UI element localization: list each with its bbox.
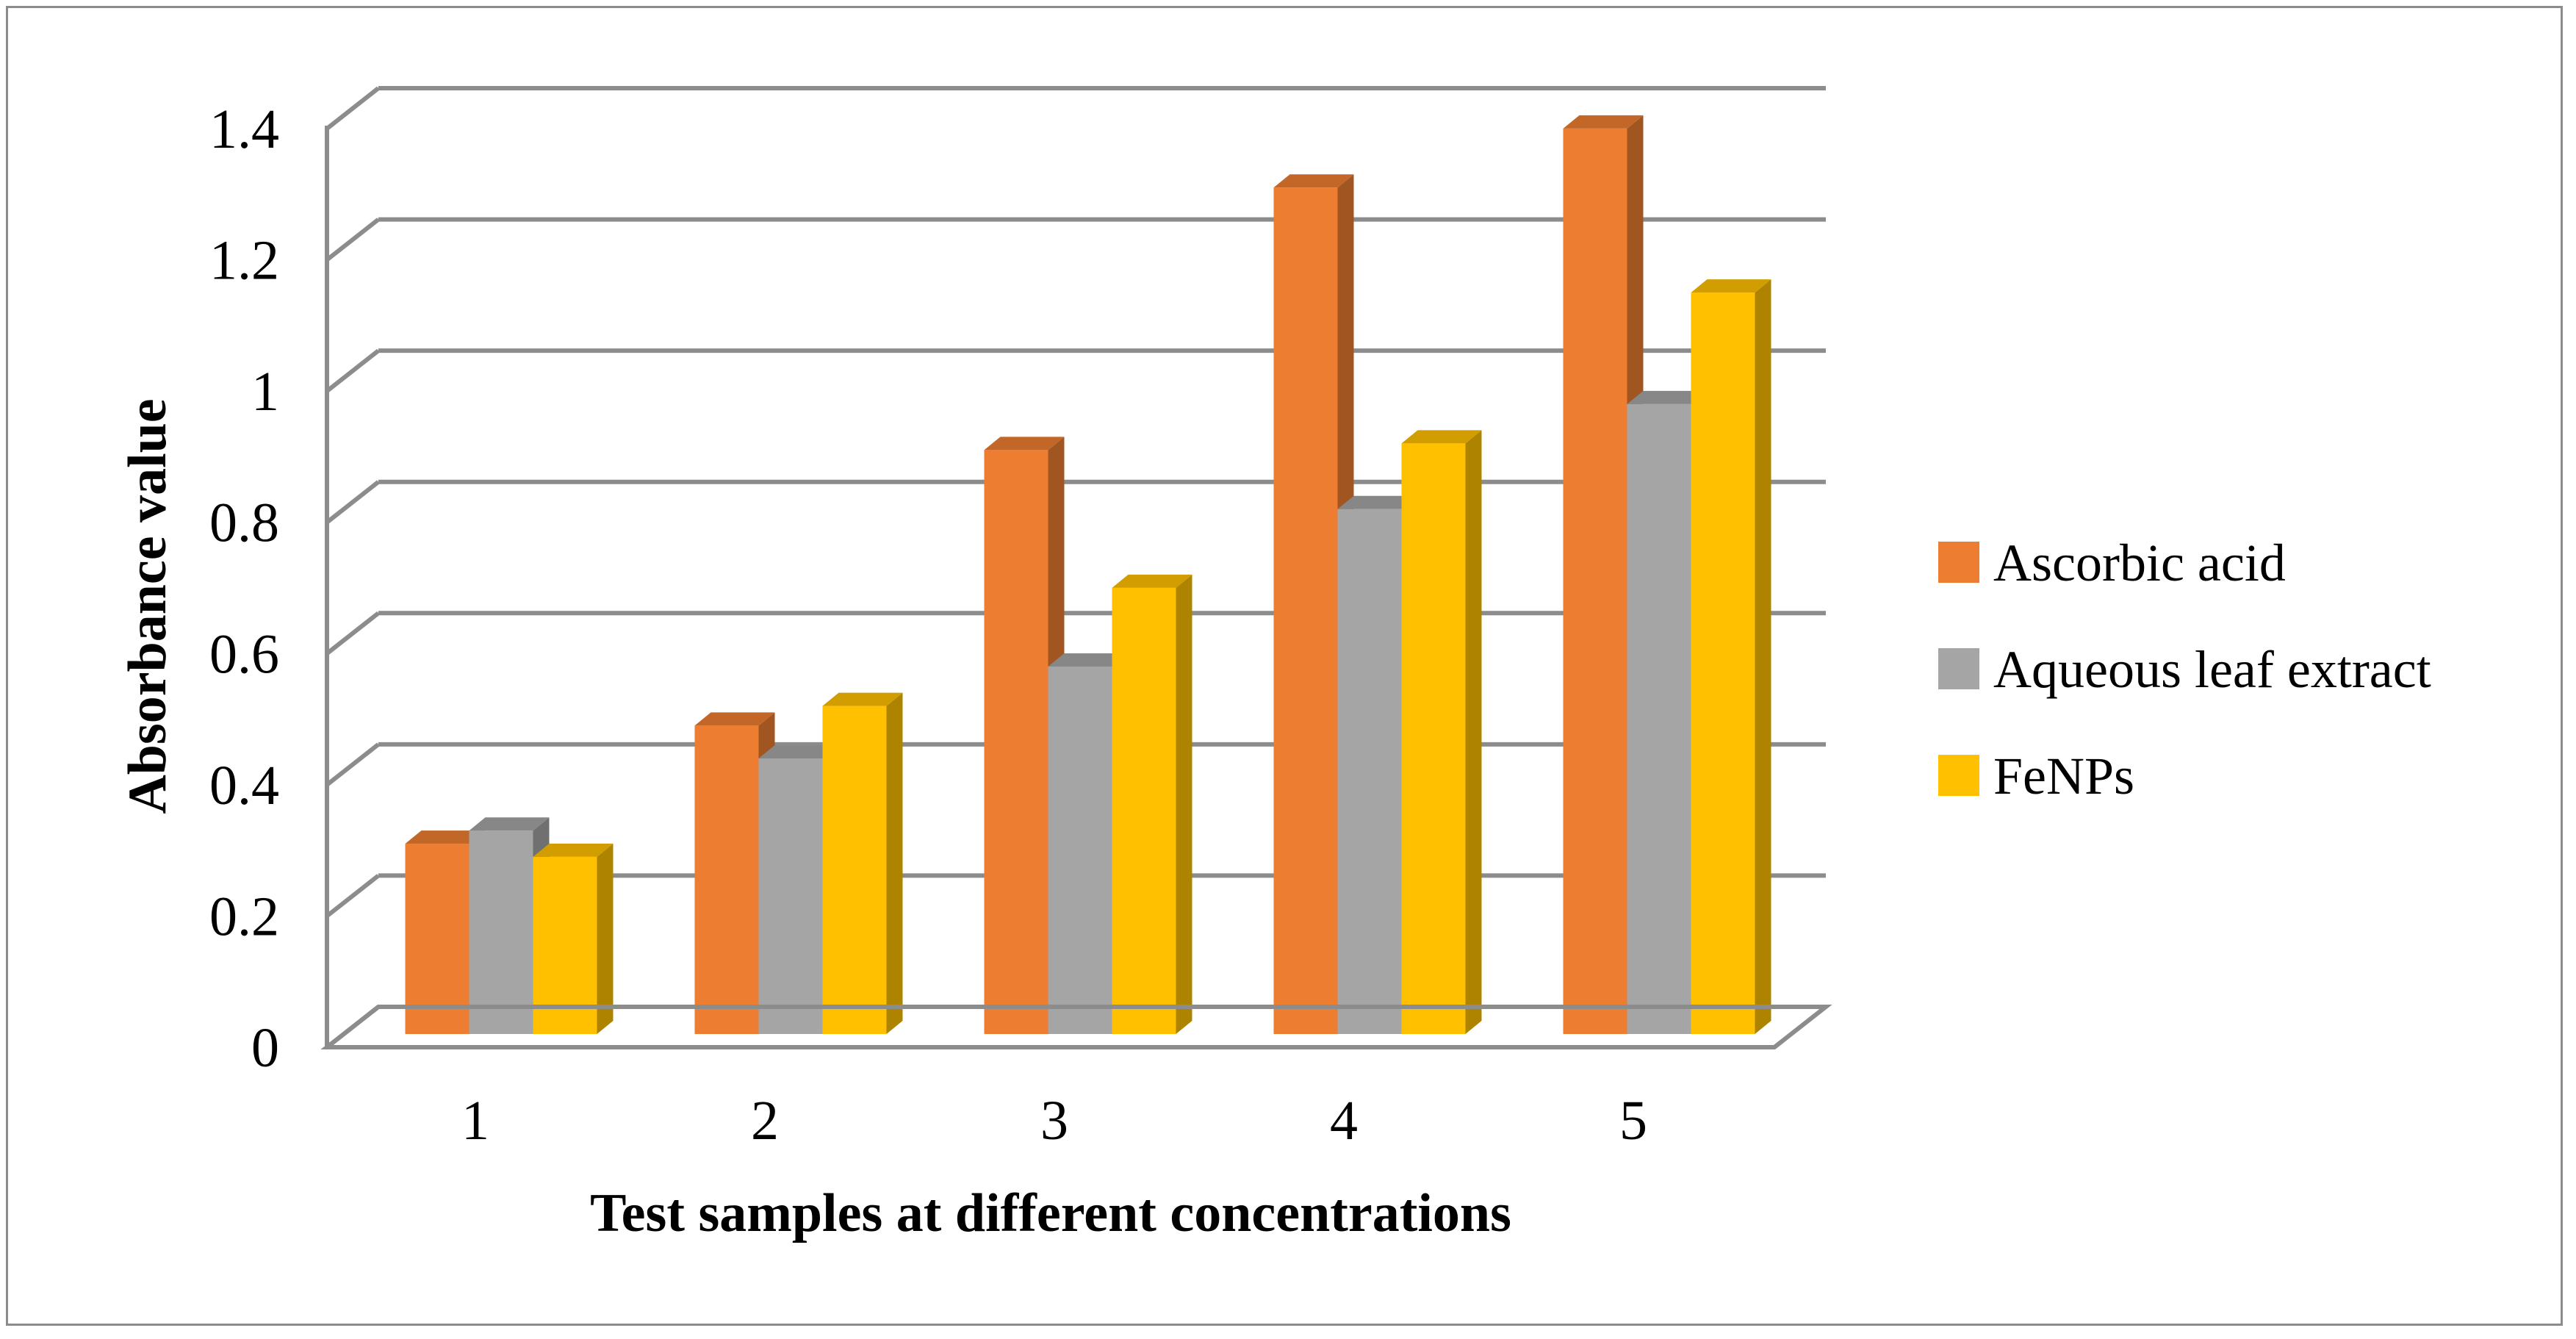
bar-front [1691,292,1755,1035]
bar [1691,279,1771,1035]
x-tick-label: 4 [1330,1090,1358,1152]
y-tick-label: 0.2 [209,886,279,947]
gridline-side [325,611,380,656]
bar [822,692,903,1034]
bar-side [1176,574,1192,1034]
bar-side [886,692,903,1034]
bar-front [533,856,597,1034]
bar-top [1337,495,1418,509]
chart-floor [320,1005,1832,1049]
y-tick-label: 1 [251,361,279,423]
x-tick-label: 5 [1619,1090,1647,1152]
bar-top [469,817,550,831]
legend-swatch [1938,755,1979,796]
gridline-side [325,480,380,525]
bar-front [405,844,469,1034]
bar-front [1048,667,1112,1034]
bar-top [984,437,1065,450]
bar-front [822,706,887,1034]
y-tick-label: 0.8 [209,492,279,554]
y-axis-title: Absorbance value [118,398,178,814]
x-tick-label: 2 [751,1090,779,1152]
gridline-side [325,348,380,393]
bar-top [1563,115,1644,129]
bar-top [1401,430,1482,444]
legend-swatch [1938,542,1979,583]
bar-front [469,830,533,1034]
bar-top [1048,653,1129,667]
y-tick-label: 1.2 [209,230,279,292]
legend-swatch [1938,648,1979,689]
x-axis-title: Test samples at different concentrations [590,1183,1511,1243]
legend-label: FeNPs [1993,747,2134,805]
bar-front [984,450,1048,1034]
bars-layer [405,115,1771,1035]
y-tick-label: 0 [251,1017,279,1079]
gridline-side [325,86,380,131]
x-tick-label: 3 [1040,1090,1068,1152]
y-tick-label: 0.4 [209,755,279,816]
bar [533,843,614,1034]
y-tick-label: 1.4 [209,98,279,160]
bar-side [1465,430,1482,1034]
gridline-side [325,742,380,787]
x-tick-label: 1 [461,1090,489,1152]
bar [1401,430,1482,1034]
bar-front [1401,443,1466,1034]
legend: Ascorbic acid Aqueous leaf extract FeNPs [1938,534,2431,805]
bar-side [1755,279,1771,1035]
bar-top [405,830,486,844]
axis-layer: 0 0.2 0.4 0.6 0.8 1 1.2 1.4 1 2 3 4 5 [209,98,1832,1152]
bar-top [1273,174,1354,188]
bar-top [1627,390,1708,404]
bar-top [694,712,775,726]
gridline-side [325,874,380,918]
bar-top [758,745,839,758]
legend-label: Ascorbic acid [1993,534,2286,592]
bar-side [597,843,614,1034]
bar-top [533,843,614,857]
bar-front [1563,128,1627,1034]
chart-frame [6,6,2563,1326]
y-tick-label: 0.6 [209,623,279,685]
bar-front [694,725,759,1034]
bar-front [1337,509,1402,1034]
legend-label: Aqueous leaf extract [1993,640,2431,699]
bar-top [1112,574,1192,588]
bar-front [758,758,823,1034]
bar-front [1273,187,1338,1035]
bar-front [1627,403,1691,1034]
bar-top [822,692,903,706]
bar-front [1112,587,1176,1034]
gridline-side [325,218,380,262]
bar-top [1691,279,1771,293]
bar [1112,574,1192,1034]
